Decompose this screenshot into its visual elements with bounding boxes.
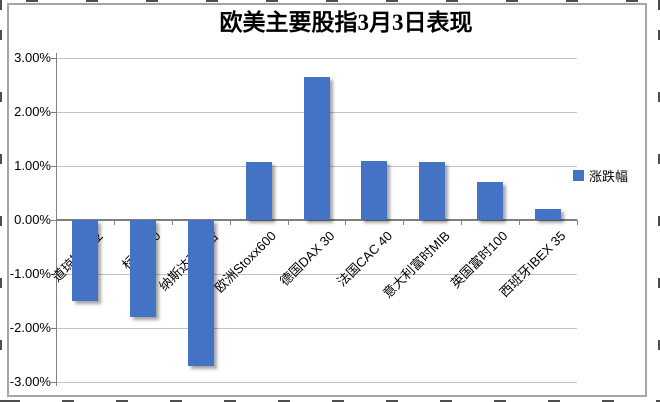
x-axis-tick-mark [461,220,463,225]
x-axis-tick-mark [171,220,173,225]
bar-7[interactable] [477,182,504,220]
bar-5[interactable] [361,160,388,220]
selection-dash-border-left [0,0,2,402]
selection-dash-border-top [0,0,660,2]
x-axis-tick-mark [287,220,289,225]
y-axis-tick-label: -3.00% [9,374,51,389]
x-axis-category-label: 德国DAX 30 [276,228,338,289]
bar-0[interactable] [71,220,98,301]
gridline [56,274,577,275]
bar-2[interactable] [187,220,214,366]
gridline [56,58,577,59]
bar-6[interactable] [419,162,446,220]
x-axis-tick-mark [345,220,347,225]
legend-swatch-icon [573,170,584,181]
y-axis-tick-label: 3.00% [14,50,51,65]
y-axis-tick-mark [51,112,56,113]
y-axis-line [56,53,57,386]
bar-4[interactable] [303,77,330,220]
y-axis-tick-label: -2.00% [9,320,51,335]
x-axis-line [56,219,577,221]
x-axis-tick-mark [403,220,405,225]
y-axis-tick-label: 1.00% [14,158,51,173]
x-axis-tick-mark [577,220,578,225]
y-axis-tick-mark [51,274,56,275]
y-axis-tick-label: 2.00% [14,104,51,119]
y-axis-tick-mark [51,58,56,59]
gridline [56,382,577,383]
bar-8[interactable] [535,209,562,220]
selection-dash-border-bottom [0,400,660,402]
bar-1[interactable] [129,220,156,318]
gridline [56,328,577,329]
y-axis-tick-label: 0.00% [14,212,51,227]
x-axis-tick-mark [229,220,231,225]
y-axis-tick-mark [51,328,56,329]
y-axis-tick-label: -1.00% [9,266,51,281]
x-axis-tick-mark [519,220,521,225]
y-axis-tick-mark [51,382,56,383]
legend[interactable]: 涨跌幅 [573,166,628,185]
y-axis-tick-mark [51,220,56,221]
selection-dash-border-right [658,0,660,402]
legend-label: 涨跌幅 [589,169,629,184]
x-axis-tick-mark [56,220,57,225]
x-axis-tick-mark [113,220,115,225]
bar-3[interactable] [245,161,272,220]
y-axis-tick-mark [51,166,56,167]
chart-title: 欧美主要股指3月3日表现 [219,10,473,35]
